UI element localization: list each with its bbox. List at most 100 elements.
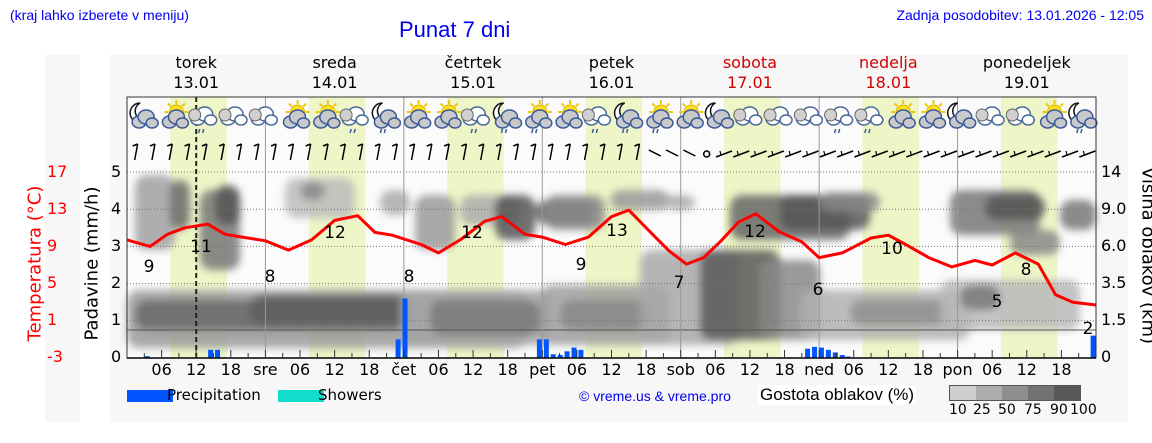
sun-cloud-icon xyxy=(888,100,916,129)
precip-tick: 2 xyxy=(111,273,122,292)
sun-cloud-icon xyxy=(434,100,462,129)
cloud-blob xyxy=(820,192,880,212)
x-tick-label: 18 xyxy=(1051,360,1072,379)
temperature-polyline xyxy=(126,208,1097,307)
sun-cloud-icon xyxy=(313,100,341,129)
moon-cloud-icon xyxy=(946,102,977,129)
cloud-density-scale xyxy=(949,385,1081,401)
wind-barb-icon xyxy=(530,143,537,161)
precipitation-legend-label: Precipitation xyxy=(167,386,261,404)
temperature-tick: 13 xyxy=(47,199,68,218)
sun-cloud-rain-icon xyxy=(646,100,674,134)
cloud-height-tick: 14 xyxy=(1101,162,1122,181)
wind-barb-icon xyxy=(702,150,711,158)
cloud-rain-icon xyxy=(188,106,218,134)
wind-barb-icon xyxy=(547,143,554,161)
cloud-icon xyxy=(218,106,248,126)
cloud-blob xyxy=(380,190,410,215)
wind-barb-icon xyxy=(149,143,156,161)
wind-barb-icon xyxy=(975,150,992,158)
cloud-blob xyxy=(415,195,455,250)
wind-barb-icon xyxy=(1027,150,1044,158)
day-name: ponedeljek xyxy=(982,53,1071,72)
cloud-blob xyxy=(545,195,605,230)
day-label: sreda 14.01 xyxy=(275,53,395,93)
moon-cloud-icon xyxy=(129,102,159,129)
cloud-blob xyxy=(1060,200,1096,230)
wind-barb-icon xyxy=(784,150,802,158)
x-tick-label: 06 xyxy=(843,360,864,379)
precip-bar xyxy=(402,298,408,358)
cloud-blob xyxy=(985,195,1045,220)
wind-barb-icon xyxy=(184,143,191,161)
showers-legend-label: Showers xyxy=(318,386,382,404)
cloud-density-scale-label: 50 xyxy=(998,402,1016,418)
wind-barb-icon xyxy=(854,150,871,158)
wind-barb-icon xyxy=(733,150,750,158)
precip-tick: 1 xyxy=(111,310,122,329)
precipitation-swatch xyxy=(127,390,173,402)
precip-bar xyxy=(543,339,549,358)
wind-barb-icon xyxy=(616,143,623,161)
cloud-rain-icon xyxy=(581,106,612,134)
moon-cloud-rain-icon xyxy=(371,102,402,134)
precip-bar xyxy=(208,349,214,358)
cloud-height-tick: 6.0 xyxy=(1101,236,1127,255)
moon-cloud-rain-icon xyxy=(1068,102,1098,134)
wind-barb-icon xyxy=(253,143,260,161)
wind-barb-icon xyxy=(374,143,381,161)
wind-barb-icon xyxy=(340,143,347,161)
precip-bar xyxy=(825,349,831,358)
temperature-label: 7 xyxy=(674,273,685,293)
wind-barb-icon xyxy=(683,149,696,157)
copyright-link[interactable]: © vreme.us & vreme.pro xyxy=(579,388,731,404)
x-tick-label: 06 xyxy=(705,360,726,379)
cloud-blob xyxy=(560,300,650,330)
temperature-axis-title: Temperatura (°C) xyxy=(24,185,46,342)
precip-tick: 4 xyxy=(111,199,122,218)
cloud-height-tick: 9.0 xyxy=(1101,199,1127,218)
x-axis-ticks xyxy=(143,350,1080,358)
wind-barb-icon xyxy=(443,143,450,161)
precip-bar xyxy=(1090,335,1096,358)
wind-barb-icon xyxy=(871,150,888,158)
x-tick-label: 06 xyxy=(566,360,588,379)
day-date: 17.01 xyxy=(727,73,773,92)
cloud-density-scale-label: 75 xyxy=(1024,402,1042,418)
temperature-label: 2 xyxy=(1083,319,1094,339)
day-date: 18.01 xyxy=(865,73,912,92)
wind-barb-icon xyxy=(599,143,606,161)
sun-cloud-rain-icon xyxy=(525,100,553,134)
wind-barb-icon xyxy=(836,150,854,158)
day-name: sobota xyxy=(722,53,777,72)
precip-bar xyxy=(818,347,824,358)
wind-barb-icon xyxy=(819,150,837,158)
temperature-label: 13 xyxy=(606,221,628,241)
cloud-icon xyxy=(975,106,1005,126)
sun-cloud-icon xyxy=(161,100,190,129)
x-tick-label: 18 xyxy=(774,360,795,379)
temperature-label: 8 xyxy=(404,267,415,287)
wind-barb-icon xyxy=(648,149,662,157)
temperature-label: 5 xyxy=(992,292,1003,312)
precip-axis-title: Padavine (mm/h) xyxy=(81,186,103,341)
wind-barb-icon xyxy=(201,143,208,161)
last-update: Zadnja posodobitev: 13.01.2026 - 12:05 xyxy=(896,7,1144,23)
cloud-icon xyxy=(248,106,279,126)
wind-barb-icon xyxy=(957,150,975,158)
cloud-blob xyxy=(300,182,325,200)
cloud-icon xyxy=(763,106,793,126)
x-tick-label: čet xyxy=(391,360,417,379)
cloud-blob xyxy=(495,195,535,240)
cloud-blob xyxy=(850,300,950,325)
temperature-label: 9 xyxy=(144,257,155,277)
wind-barb-icon xyxy=(888,150,906,158)
cloud-height-axis-title: Višina oblakov (km) xyxy=(1137,166,1152,345)
sun-cloud-icon xyxy=(676,100,704,129)
day-label: ponedeljek 19.01 xyxy=(967,53,1087,93)
wind-barb-icon xyxy=(478,143,485,161)
precip-bar xyxy=(812,346,818,358)
wind-barb-icon xyxy=(322,143,329,161)
temperature-tick: 5 xyxy=(47,273,58,292)
